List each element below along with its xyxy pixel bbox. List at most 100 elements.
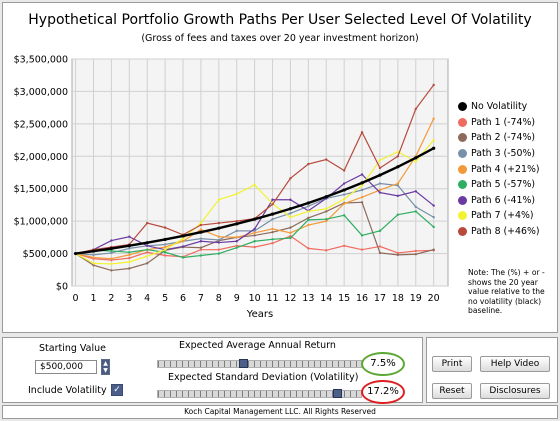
- data-point: [199, 237, 203, 240]
- data-point: [342, 169, 346, 172]
- data-point: [396, 184, 400, 187]
- x-tick-label: 8: [216, 293, 222, 304]
- return-slider-thumb[interactable]: [239, 359, 249, 368]
- starting-value-input[interactable]: $500,000: [35, 360, 97, 374]
- data-point: [360, 248, 364, 251]
- legend-label: Path 2 (-74%): [471, 132, 536, 144]
- spin-up-icon[interactable]: ▲: [103, 360, 108, 367]
- data-point: [73, 251, 78, 256]
- data-point: [217, 226, 221, 230]
- data-point: [235, 244, 238, 247]
- spin-down-icon[interactable]: ▼: [103, 367, 108, 374]
- data-point: [128, 247, 131, 250]
- data-point: [145, 241, 149, 245]
- legend-item: Path 5 (-57%): [458, 177, 540, 193]
- reset-button[interactable]: Reset: [432, 383, 472, 399]
- data-point: [342, 182, 346, 185]
- data-point: [110, 262, 113, 266]
- data-point: [414, 249, 417, 253]
- return-slider[interactable]: [157, 359, 362, 368]
- x-tick-label: 5: [162, 293, 168, 304]
- x-tick-label: 3: [126, 293, 132, 304]
- y-tick-label: $1,000,000: [14, 217, 68, 228]
- legend-swatch: [458, 211, 467, 221]
- footer-copyright: Koch Capital Management LLC. All Rights …: [2, 405, 558, 419]
- data-point: [396, 251, 400, 255]
- data-point: [217, 241, 221, 244]
- data-point: [378, 191, 382, 194]
- legend-item: Path 3 (-50%): [458, 146, 540, 162]
- data-point: [378, 245, 382, 248]
- legend-item: Path 2 (-74%): [458, 130, 540, 146]
- volatility-value: 17.2%: [361, 380, 405, 404]
- legend-item: No Volatility: [458, 99, 540, 115]
- legend-label: Path 4 (+21%): [471, 163, 540, 175]
- data-point: [414, 253, 417, 256]
- volatility-slider[interactable]: [157, 389, 362, 398]
- data-point: [92, 253, 95, 257]
- data-point: [325, 219, 328, 223]
- y-tick-label: $2,500,000: [14, 119, 68, 130]
- y-tick-label: $3,000,000: [14, 87, 68, 98]
- data-point: [325, 210, 328, 213]
- data-point: [270, 212, 275, 216]
- data-point: [360, 195, 364, 199]
- data-point: [109, 246, 113, 251]
- include-volatility-label: Include Volatility: [28, 385, 107, 396]
- include-volatility-checkbox[interactable]: ✓: [111, 384, 123, 396]
- checkmark-icon: ✓: [113, 385, 121, 395]
- data-point: [324, 195, 328, 199]
- data-point: [235, 222, 239, 226]
- data-point: [253, 240, 256, 243]
- data-point: [110, 249, 113, 253]
- x-tick-label: 1: [90, 293, 96, 304]
- data-point: [396, 155, 400, 158]
- data-point: [289, 216, 292, 219]
- data-point: [253, 245, 256, 249]
- return-value: 7.5%: [361, 352, 405, 376]
- data-point: [235, 192, 238, 196]
- data-point: [91, 249, 96, 253]
- chart-panel: Hypothetical Portfolio Growth Paths Per …: [2, 2, 558, 333]
- data-point: [199, 246, 203, 249]
- data-point: [128, 235, 131, 238]
- data-point: [307, 216, 310, 220]
- data-point: [396, 182, 400, 185]
- disclosures-button[interactable]: Disclosures: [480, 383, 550, 399]
- data-point: [217, 198, 221, 201]
- data-point: [110, 239, 113, 242]
- data-point: [396, 194, 400, 198]
- x-tick-label: 7: [198, 293, 204, 304]
- volatility-label: Expected Standard Deviation (Volatility): [168, 372, 359, 383]
- line-chart: $0 $500,000 $1,000,000 $1,500,000 $2,000,000…: [14, 55, 449, 320]
- data-point: [271, 241, 274, 245]
- y-tick-label: $2,000,000: [14, 152, 68, 163]
- x-tick-label: 16: [356, 293, 368, 304]
- data-point: [289, 212, 292, 215]
- print-button[interactable]: Print: [432, 356, 472, 372]
- data-point: [360, 234, 364, 237]
- data-point: [181, 245, 185, 248]
- data-point: [217, 238, 221, 242]
- data-point: [199, 254, 203, 257]
- data-point: [342, 244, 346, 247]
- x-tick-label: 11: [266, 293, 278, 304]
- data-point: [378, 251, 382, 255]
- data-point: [342, 202, 346, 205]
- volatility-slider-thumb[interactable]: [333, 389, 343, 398]
- legend-note: Note: The (%) + or - shows the 20 year v…: [468, 268, 545, 316]
- legend-item: Path 6 (-41%): [458, 193, 540, 209]
- starting-value-spinner[interactable]: ▲ ▼: [101, 359, 110, 375]
- data-point: [378, 182, 382, 185]
- data-point: [289, 198, 292, 201]
- legend-label: Path 1 (-74%): [471, 116, 536, 128]
- data-point: [360, 201, 364, 204]
- help-video-button[interactable]: Help Video: [480, 356, 550, 372]
- legend-item: Path 7 (+4%): [458, 208, 540, 224]
- data-point: [235, 219, 238, 223]
- x-tick-label: 17: [374, 293, 386, 304]
- y-tick-label: $3,500,000: [14, 55, 68, 66]
- y-tick-label: $500,000: [23, 249, 68, 260]
- chart-subtitle: (Gross of fees and taxes over 20 year in…: [141, 33, 419, 44]
- data-point: [128, 267, 131, 270]
